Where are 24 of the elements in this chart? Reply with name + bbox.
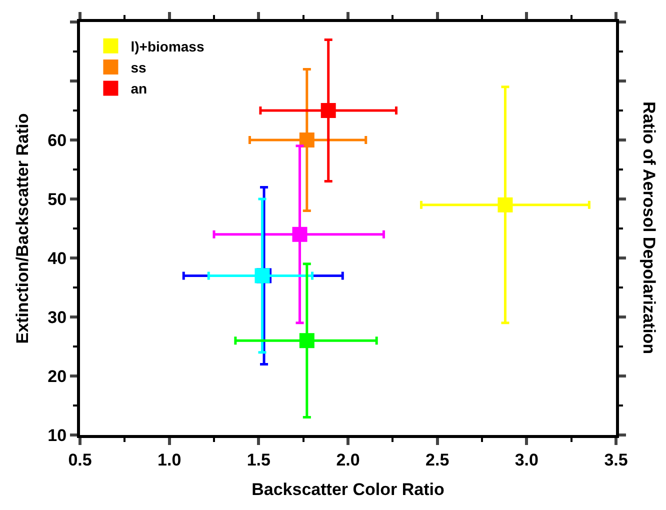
y-tick-label: 40 (48, 248, 67, 268)
x-tick-label: 3.5 (604, 450, 628, 470)
y2-axis-title: Ratio of Aerosol Depolarization (639, 102, 658, 354)
point (292, 226, 308, 242)
x-tick-label: 3.0 (514, 450, 538, 470)
point (299, 132, 314, 148)
y-tick-label: 10 (48, 426, 67, 445)
y-tick-label: 60 (48, 130, 67, 150)
x-tick-label: 0.5 (68, 450, 92, 470)
legend-label: ss (130, 60, 147, 76)
point (498, 197, 513, 212)
point (299, 333, 314, 348)
x-axis-title: Backscatter Color Ratio (252, 480, 444, 499)
y-tick-label: 20 (48, 366, 67, 386)
y-axis-title: Extinction/Backscatter Ratio (13, 113, 32, 344)
legend-label: l)+biomass (130, 38, 204, 54)
y-tick-label: 50 (48, 190, 67, 209)
x-tick-label: 1.0 (158, 450, 182, 470)
point (320, 103, 336, 118)
x-tick-label: 1.5 (246, 450, 270, 470)
legend-label: an (130, 80, 148, 97)
x-tick-label: 2.5 (426, 450, 450, 470)
y-tick-label: 30 (48, 308, 67, 327)
x-tick-label: 2.0 (336, 450, 360, 470)
